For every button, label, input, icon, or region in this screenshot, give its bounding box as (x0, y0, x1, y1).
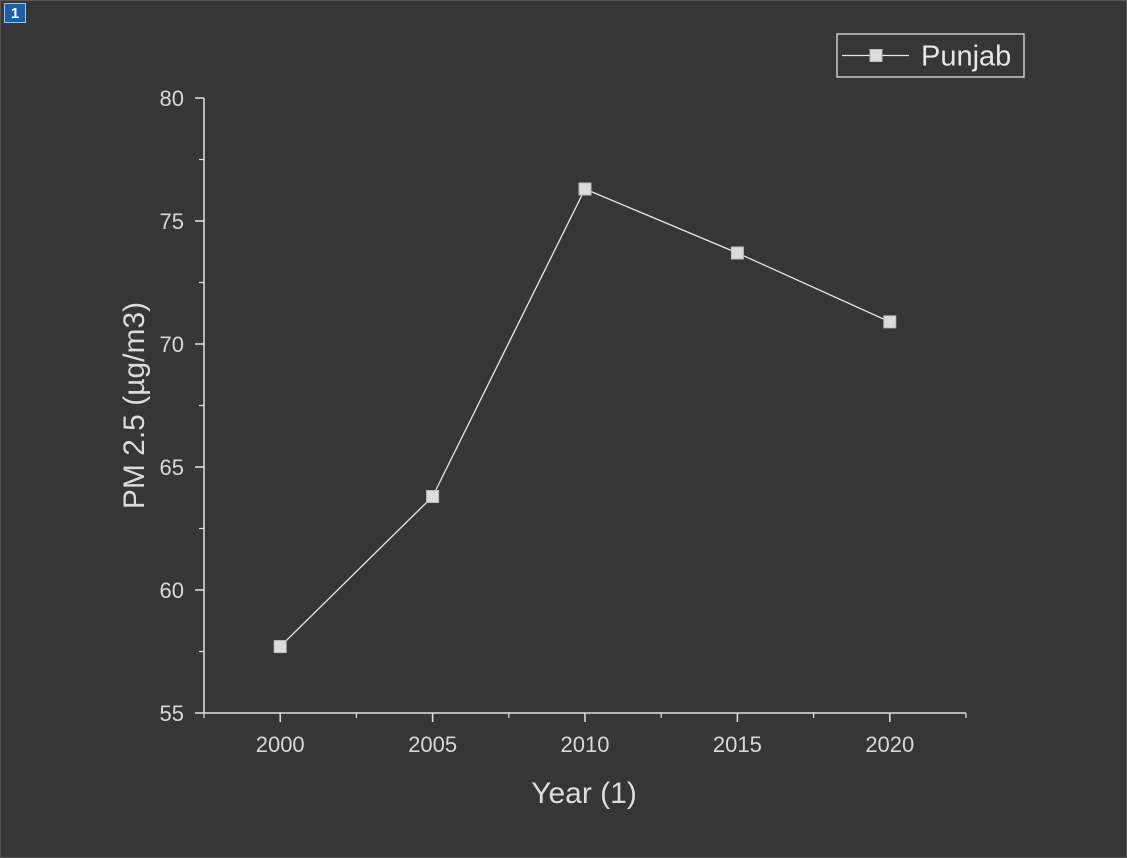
series-group (273, 182, 897, 654)
x-axis-title: Year (1) (531, 777, 637, 810)
data-point-marker (578, 182, 592, 196)
x-tick-label: 2010 (561, 732, 610, 757)
y-tick-label: 80 (160, 86, 184, 111)
axes (195, 97, 967, 722)
data-point-marker (883, 315, 897, 329)
y-tick-label: 65 (160, 455, 184, 480)
x-tick-label: 2020 (865, 732, 914, 757)
legend-label-punjab: Punjab (921, 41, 1011, 73)
legend-marker-swatch (869, 49, 883, 62)
layer-badge[interactable]: 1 (4, 3, 26, 23)
series-line-punjab (279, 188, 891, 648)
data-point-marker (426, 490, 440, 504)
x-tick-label: 2005 (408, 732, 457, 757)
x-tick-label: 2000 (256, 732, 305, 757)
labels-group: 55 60 65 70 75 80 2000 2005 2010 2015 2020 Year (1)… (118, 86, 914, 810)
y-tick-label: 70 (160, 332, 184, 357)
legend[interactable]: Punjab (836, 33, 1025, 78)
data-point-marker (730, 246, 744, 260)
legend-box (836, 33, 1025, 78)
y-tick-label: 75 (160, 209, 184, 234)
y-tick-label: 60 (160, 578, 184, 603)
y-tick-label: 55 (160, 701, 184, 726)
data-point-marker (273, 640, 287, 654)
y-axis-title: PM 2.5 (µg/m3) (118, 302, 151, 509)
x-tick-label: 2015 (713, 732, 762, 757)
